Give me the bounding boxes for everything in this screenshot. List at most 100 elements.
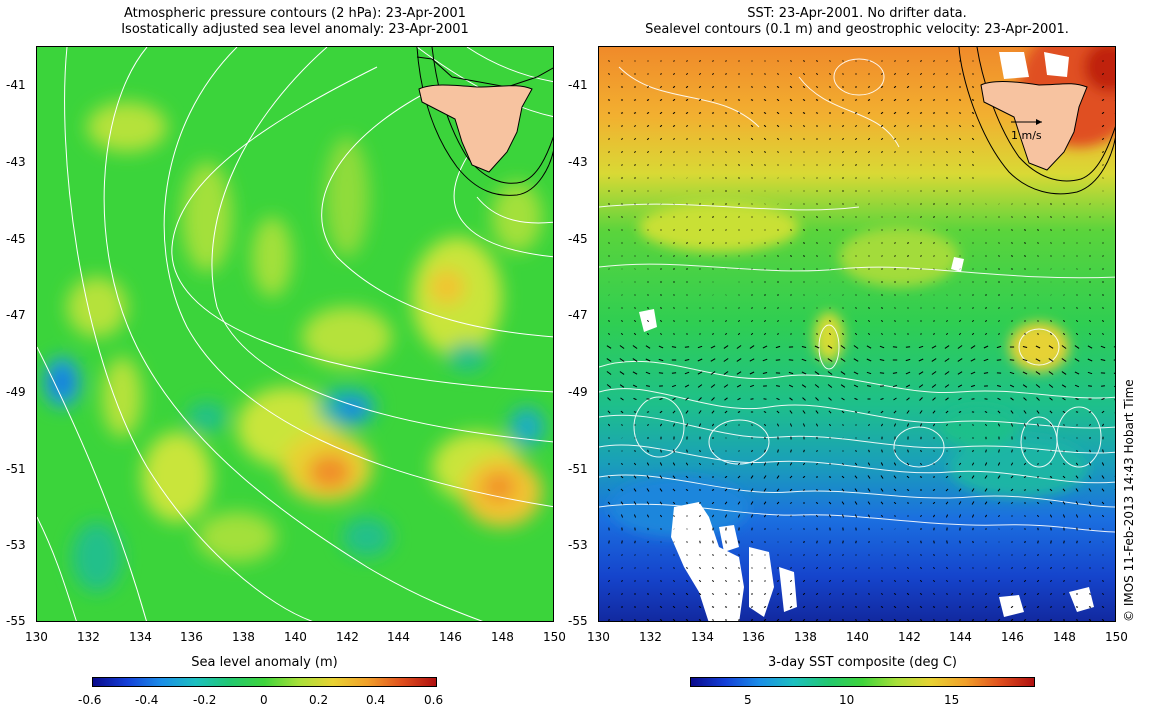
velocity-arrow xyxy=(853,358,859,362)
velocity-arrow xyxy=(621,164,623,166)
velocity-arrow xyxy=(607,86,611,88)
velocity-arrow xyxy=(827,371,833,375)
velocity-arrow xyxy=(893,124,897,128)
velocity-key-label: 1 m/s xyxy=(1011,129,1042,142)
velocity-arrow xyxy=(880,111,884,115)
velocity-arrow xyxy=(712,242,714,244)
velocity-arrow xyxy=(971,619,975,621)
velocity-arrow xyxy=(659,111,663,115)
sea-level-anomaly-map[interactable] xyxy=(36,46,554,622)
velocity-arrow xyxy=(984,606,988,608)
velocity-arrow xyxy=(1115,568,1116,569)
velocity-arrow xyxy=(1114,139,1115,140)
left-colorbar-tick: -0.6 xyxy=(78,693,102,707)
velocity-arrow xyxy=(1101,397,1105,401)
velocity-arrow xyxy=(751,307,753,309)
velocity-arrow xyxy=(842,229,844,231)
velocity-arrow xyxy=(673,554,675,556)
right-x-tick: 132 xyxy=(639,630,662,644)
right-x-tick: 136 xyxy=(742,630,765,644)
velocity-arrow xyxy=(829,151,831,153)
velocity-arrow xyxy=(1114,412,1115,414)
velocity-arrow xyxy=(790,60,792,62)
velocity-arrow xyxy=(1089,423,1091,427)
velocity-arrow xyxy=(946,164,948,166)
velocity-arrow xyxy=(1022,346,1028,348)
velocity-arrow xyxy=(608,138,610,140)
velocity-arrow xyxy=(919,397,923,401)
velocity-arrow xyxy=(646,514,650,518)
velocity-arrow xyxy=(673,216,675,218)
velocity-arrow xyxy=(1036,489,1040,491)
velocity-arrow xyxy=(711,593,715,595)
velocity-arrow xyxy=(842,73,844,75)
velocity-arrow xyxy=(750,124,754,128)
velocity-arrow xyxy=(816,255,818,257)
velocity-arrow xyxy=(673,229,675,231)
velocity-arrow xyxy=(867,137,871,141)
velocity-arrow xyxy=(803,307,805,309)
velocity-arrow xyxy=(880,593,884,595)
velocity-arrow xyxy=(750,514,754,518)
left-y-tick: -49 xyxy=(6,385,26,399)
velocity-arrow xyxy=(816,164,818,166)
velocity-arrow xyxy=(919,423,923,427)
velocity-arrow xyxy=(776,124,780,128)
velocity-arrow xyxy=(1075,332,1079,336)
velocity-arrow xyxy=(907,138,909,140)
velocity-arrow xyxy=(711,333,715,335)
velocity-arrow xyxy=(607,606,611,608)
velocity-arrow xyxy=(776,138,780,140)
velocity-arrow xyxy=(920,566,922,570)
velocity-arrow xyxy=(829,540,831,544)
velocity-arrow xyxy=(1088,514,1092,518)
velocity-arrow xyxy=(685,488,689,492)
right-y-tick: -45 xyxy=(568,232,588,246)
velocity-arrow xyxy=(659,138,663,140)
velocity-arrow xyxy=(1035,371,1041,375)
velocity-arrow xyxy=(815,397,819,401)
velocity-arrow xyxy=(920,60,922,62)
velocity-arrow xyxy=(984,332,988,336)
velocity-arrow xyxy=(1061,345,1067,349)
velocity-arrow xyxy=(776,580,780,582)
velocity-arrow xyxy=(997,605,1001,609)
velocity-arrow xyxy=(1010,462,1014,466)
velocity-arrow xyxy=(789,462,793,466)
sst-map[interactable]: 1 m/s xyxy=(598,46,1116,622)
velocity-arrow xyxy=(971,501,975,505)
velocity-arrow xyxy=(972,540,974,544)
velocity-arrow xyxy=(647,164,649,166)
velocity-arrow xyxy=(1087,371,1093,375)
velocity-arrow xyxy=(894,320,896,322)
velocity-arrow xyxy=(1024,449,1026,453)
velocity-arrow xyxy=(698,85,702,89)
velocity-arrow xyxy=(1088,385,1092,387)
velocity-arrow xyxy=(946,60,948,62)
velocity-arrow xyxy=(763,423,767,427)
velocity-arrow xyxy=(1075,319,1079,323)
velocity-arrow xyxy=(932,501,936,505)
velocity-arrow xyxy=(802,423,806,427)
velocity-arrow xyxy=(725,151,727,153)
velocity-arrow xyxy=(1115,321,1116,322)
velocity-arrow xyxy=(867,99,871,101)
velocity-arrow xyxy=(621,320,623,322)
velocity-arrow xyxy=(660,229,662,231)
velocity-arrow xyxy=(712,320,714,322)
velocity-arrow xyxy=(671,384,677,388)
velocity-arrow xyxy=(829,450,831,452)
velocity-arrow xyxy=(712,566,714,570)
velocity-arrow xyxy=(647,541,649,543)
velocity-arrow xyxy=(880,501,884,505)
velocity-arrow xyxy=(1101,488,1105,492)
velocity-arrow xyxy=(906,72,910,76)
velocity-arrow xyxy=(712,60,714,62)
velocity-arrow xyxy=(906,580,910,582)
velocity-arrow xyxy=(920,540,922,544)
velocity-arrow xyxy=(1114,113,1115,114)
velocity-arrow xyxy=(685,111,689,115)
velocity-arrow xyxy=(1037,554,1039,556)
velocity-arrow xyxy=(686,60,688,62)
velocity-arrow xyxy=(945,125,949,127)
